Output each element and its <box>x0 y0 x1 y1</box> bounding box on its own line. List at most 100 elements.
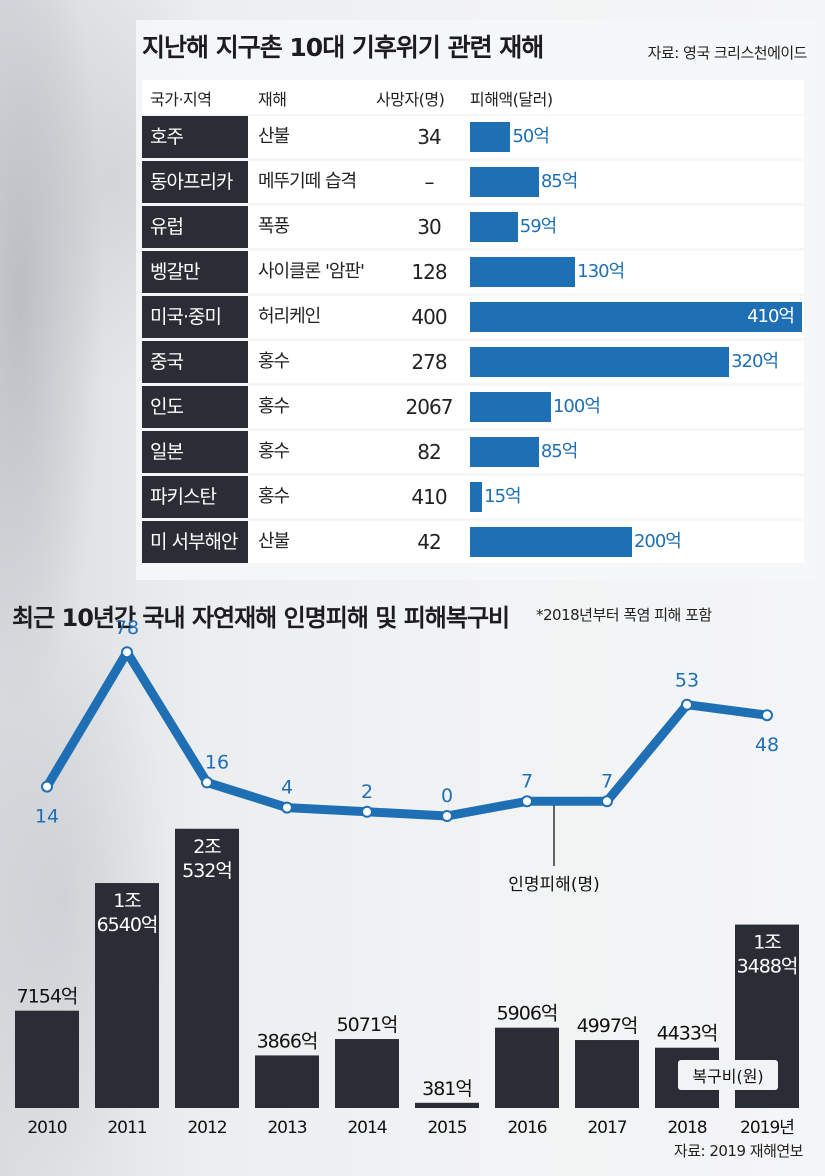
disaster-cell: 홍수 <box>248 431 390 473</box>
damage-bar <box>470 392 551 422</box>
damage-label: 320억 <box>731 351 779 372</box>
header-deaths: 사망자(명) <box>376 90 445 109</box>
damage-label: 85억 <box>540 441 578 462</box>
casualty-value: 7 <box>601 770 613 792</box>
damage-cell: 320억 <box>468 341 804 383</box>
cost-bar <box>175 828 239 1108</box>
disaster-cell: 홍수 <box>248 386 390 428</box>
chart-title: 최근 10년간 국내 자연재해 인명피해 및 피해복구비 <box>12 604 510 632</box>
cost-label: 2조 <box>193 836 221 858</box>
disaster-cell: 산불 <box>248 116 390 158</box>
region-cell: 중국 <box>142 341 248 383</box>
cost-bar <box>575 1040 639 1108</box>
damage-cell: 50억 <box>468 116 804 158</box>
casualty-value: 2 <box>361 781 373 803</box>
deaths-cell: 42 <box>390 521 468 563</box>
cost-bar <box>495 1027 559 1108</box>
year-label: 2012 <box>187 1118 226 1138</box>
region-cell: 파키스탄 <box>142 476 248 518</box>
cost-label: 4997억 <box>577 1015 638 1037</box>
cost-label: 381억 <box>422 1078 472 1100</box>
region-cell: 미 서부해안 <box>142 521 248 563</box>
disaster-cell: 산불 <box>248 521 390 563</box>
cost-bar <box>15 1010 79 1108</box>
cost-bar <box>335 1039 399 1108</box>
damage-label: 59억 <box>519 216 557 237</box>
damage-label: 200억 <box>633 531 682 552</box>
deaths-cell: 400 <box>390 296 468 338</box>
deaths-cell: 278 <box>390 341 468 383</box>
disaster-cell: 메뚜기떼 습격 <box>248 161 390 203</box>
deaths-cell: 128 <box>390 251 468 293</box>
region-cell: 미국·중미 <box>142 296 248 338</box>
cost-bar <box>255 1055 319 1108</box>
deaths-cell: 2067 <box>390 386 468 428</box>
damage-bar <box>470 302 802 332</box>
casualty-value: 4 <box>281 777 293 799</box>
region-cell: 일본 <box>142 431 248 473</box>
table-row: 호주 산불 34 50억 <box>142 116 804 158</box>
cost-label: 7154억 <box>17 986 78 1008</box>
damage-bar <box>470 212 518 242</box>
region-cell: 호주 <box>142 116 248 158</box>
disaster-cell: 허리케인 <box>248 296 390 338</box>
year-label: 2017 <box>587 1118 626 1138</box>
damage-cell: 85억 <box>468 161 804 203</box>
header-region: 국가·지역 <box>150 90 212 109</box>
damage-cell: 59억 <box>468 206 804 248</box>
casualty-value: 7 <box>521 770 533 792</box>
region-cell: 인도 <box>142 386 248 428</box>
cost-label: 1조 <box>753 932 781 954</box>
table-row: 벵갈만 사이클론 '암판' 128 130억 <box>142 251 804 293</box>
table-row: 유럽 폭풍 30 59억 <box>142 206 804 248</box>
casualty-point <box>761 709 773 722</box>
damage-cell: 85억 <box>468 431 804 473</box>
casualty-value: 48 <box>755 734 779 756</box>
year-label: 2010 <box>27 1118 66 1138</box>
deaths-cell: – <box>390 161 468 203</box>
damage-cell: 15억 <box>468 476 804 518</box>
damage-cell: 200억 <box>468 521 804 563</box>
disaster-cell: 홍수 <box>248 341 390 383</box>
casualty-point <box>281 801 293 814</box>
table-header: 국가·지역 재해 사망자(명) 피해액(달러) <box>142 80 804 114</box>
disaster-chart: 7154억1조6540억2조532억3866억5071억381억5906억499… <box>15 620 799 1138</box>
deaths-cell: 30 <box>390 206 468 248</box>
year-label: 2014 <box>347 1118 386 1138</box>
cost-bar <box>95 883 159 1108</box>
damage-bar <box>470 527 632 557</box>
region-cell: 유럽 <box>142 206 248 248</box>
year-label: 2019년 <box>740 1118 794 1138</box>
deaths-cell: 410 <box>390 476 468 518</box>
table-row: 미국·중미 허리케인 400 410억 <box>142 296 804 338</box>
casualty-line <box>42 647 772 821</box>
chart-note: *2018년부터 폭염 피해 포함 <box>536 606 712 624</box>
damage-label: 85억 <box>540 171 578 192</box>
table-row: 동아프리카 메뚜기떼 습격 – 85억 <box>142 161 804 203</box>
cost-bar <box>415 1102 479 1108</box>
damage-bar <box>470 347 730 377</box>
damage-bar <box>470 167 539 197</box>
casualty-point <box>361 805 373 818</box>
casualty-value: 53 <box>675 670 699 692</box>
table-title: 지난해 지구촌 10대 기후위기 관련 재해 <box>142 33 544 62</box>
cost-label: 532억 <box>182 860 232 882</box>
casualty-point <box>201 776 213 789</box>
disaster-cell: 폭풍 <box>248 206 390 248</box>
damage-cell: 100억 <box>468 386 804 428</box>
cost-label: 5906억 <box>497 1003 558 1025</box>
damage-label: 130억 <box>577 261 625 282</box>
cost-label: 5071억 <box>337 1014 398 1036</box>
damage-bar <box>470 482 483 512</box>
damage-cell: 410억 <box>468 296 804 338</box>
damage-label: 15억 <box>484 486 521 507</box>
deaths-cell: 82 <box>390 431 468 473</box>
casualty-point <box>521 795 533 808</box>
table-row: 미 서부해안 산불 42 200억 <box>142 521 804 563</box>
table-row: 일본 홍수 82 85억 <box>142 431 804 473</box>
casualty-value: 16 <box>205 751 229 773</box>
damage-bar <box>470 257 576 287</box>
line-legend-label: 인명피해(명) <box>508 875 599 895</box>
casualty-value: 0 <box>441 785 453 807</box>
header-disaster: 재해 <box>258 90 287 109</box>
